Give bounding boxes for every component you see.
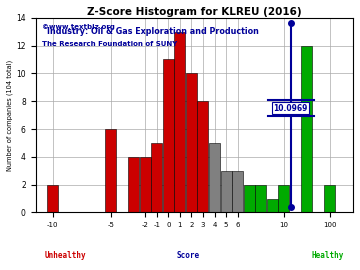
Bar bbox=[232, 171, 243, 212]
Text: Healthy: Healthy bbox=[311, 251, 343, 261]
Bar bbox=[48, 185, 58, 212]
Bar bbox=[151, 143, 162, 212]
Text: 10.0969: 10.0969 bbox=[274, 104, 308, 113]
Bar bbox=[105, 129, 116, 212]
Bar bbox=[221, 171, 231, 212]
Bar bbox=[186, 73, 197, 212]
Text: Score: Score bbox=[176, 251, 199, 261]
Title: Z-Score Histogram for KLREU (2016): Z-Score Histogram for KLREU (2016) bbox=[87, 7, 302, 17]
Bar bbox=[301, 46, 312, 212]
Y-axis label: Number of companies (104 total): Number of companies (104 total) bbox=[7, 59, 13, 171]
Bar bbox=[174, 32, 185, 212]
Text: ©www.textbiz.org: ©www.textbiz.org bbox=[42, 23, 115, 29]
Bar bbox=[198, 101, 208, 212]
Bar bbox=[163, 59, 174, 212]
Bar bbox=[209, 143, 220, 212]
Bar bbox=[267, 198, 278, 212]
Bar bbox=[278, 185, 289, 212]
Bar bbox=[324, 185, 336, 212]
Bar bbox=[128, 157, 139, 212]
Bar bbox=[140, 157, 151, 212]
Text: Unhealthy: Unhealthy bbox=[45, 251, 87, 261]
Text: Industry: Oil & Gas Exploration and Production: Industry: Oil & Gas Exploration and Prod… bbox=[47, 27, 259, 36]
Bar bbox=[255, 185, 266, 212]
Text: The Research Foundation of SUNY: The Research Foundation of SUNY bbox=[42, 41, 177, 47]
Bar bbox=[244, 185, 255, 212]
